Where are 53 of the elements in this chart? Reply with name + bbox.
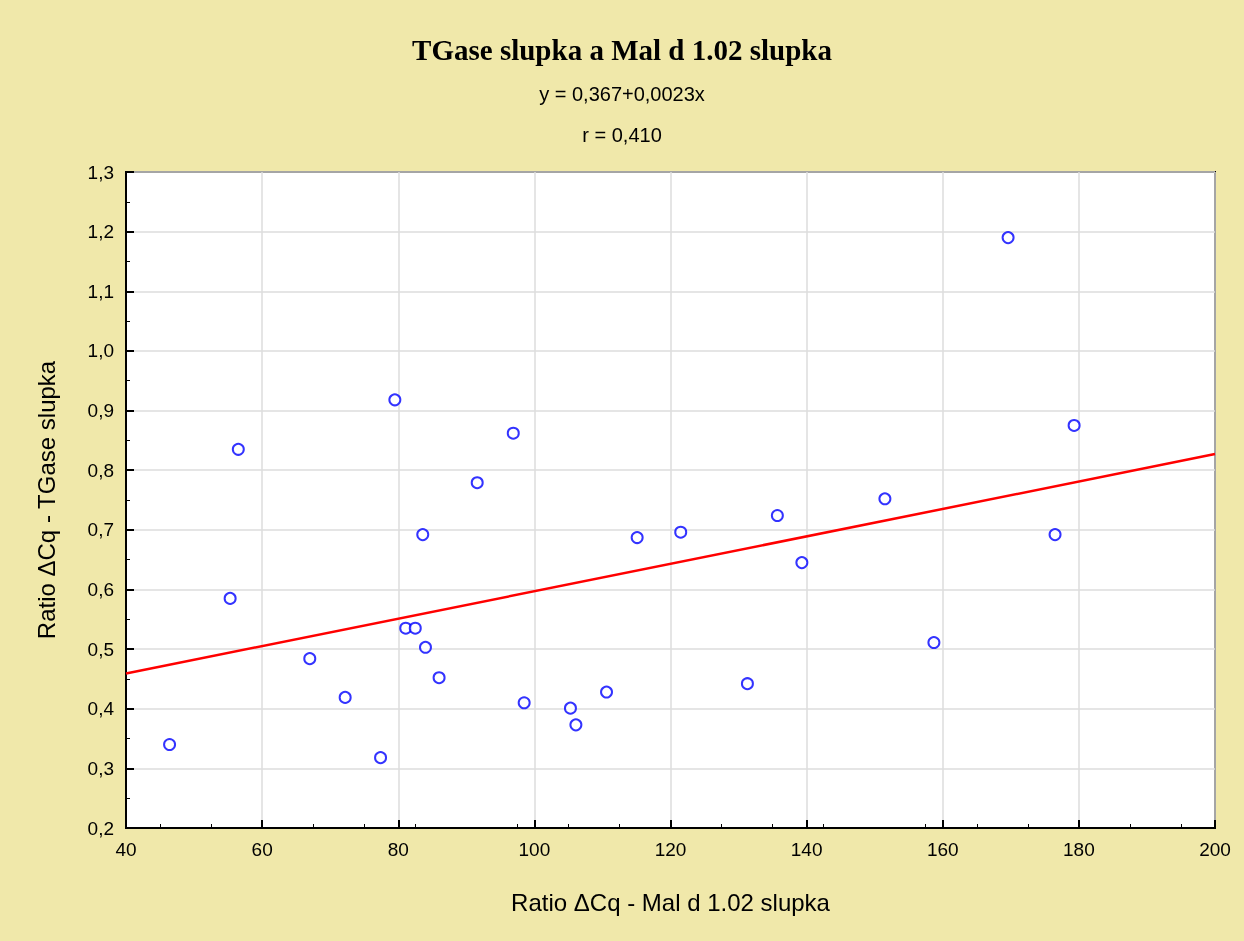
point (630, 531, 644, 545)
x-tick-label: 120 (654, 839, 687, 860)
x-tick-label: 40 (115, 839, 137, 860)
point (338, 690, 352, 704)
x-tick-label: 80 (387, 839, 409, 860)
x-tick-label: 100 (518, 839, 551, 860)
point (470, 476, 484, 490)
chart-title: TGase slupka a Mal d 1.02 slupka (412, 33, 833, 66)
x-tick-label: 140 (790, 839, 823, 860)
y-tick-label: 0,9 (87, 400, 114, 422)
point (231, 442, 245, 456)
point (506, 426, 520, 440)
text: r = 0,410 (582, 124, 662, 146)
y-tick-label: 0,8 (87, 459, 114, 481)
point (1001, 231, 1015, 245)
point (569, 718, 583, 732)
y-axis-title: Ratio ΔCq - TGase slupka (32, 360, 60, 640)
point (795, 556, 809, 570)
point (374, 751, 388, 765)
point (740, 677, 754, 691)
y-tick-label: 1,2 (87, 221, 114, 243)
point (770, 509, 784, 522)
chart-subtitle: y = 0,367+0,0023x (539, 83, 705, 105)
point (517, 696, 531, 710)
y-tick-label: 0,4 (87, 698, 115, 720)
point (563, 701, 577, 715)
x-axis-title: Ratio ΔCq - Mal d 1.02 slupka (511, 888, 831, 916)
y-tick-label: 0,3 (87, 757, 114, 779)
point (388, 393, 402, 407)
point (416, 528, 430, 542)
x-tick-label: 160 (926, 839, 959, 860)
y-tick-label: 0,5 (87, 638, 114, 660)
y-tick-label: 0,6 (87, 578, 114, 600)
point (163, 738, 177, 752)
point (1067, 418, 1081, 432)
point (878, 492, 892, 506)
y-tick-label: 1,1 (87, 280, 114, 302)
x-tick-label: 200 (1199, 839, 1231, 860)
point (418, 640, 432, 654)
point (432, 671, 446, 685)
y-tick-label: 0,7 (87, 519, 114, 541)
x-tick-label: 180 (1063, 839, 1095, 860)
point (600, 685, 614, 699)
y-tick-label: 1,0 (87, 340, 114, 362)
point (303, 652, 317, 666)
x-tick-label: 60 (251, 839, 273, 860)
y-tick-label: 0,2 (87, 817, 114, 839)
point (408, 621, 422, 635)
point (674, 525, 688, 539)
point (1048, 528, 1062, 542)
y-tick-label: 1,3 (87, 161, 114, 183)
point (927, 636, 941, 650)
point (223, 591, 237, 605)
